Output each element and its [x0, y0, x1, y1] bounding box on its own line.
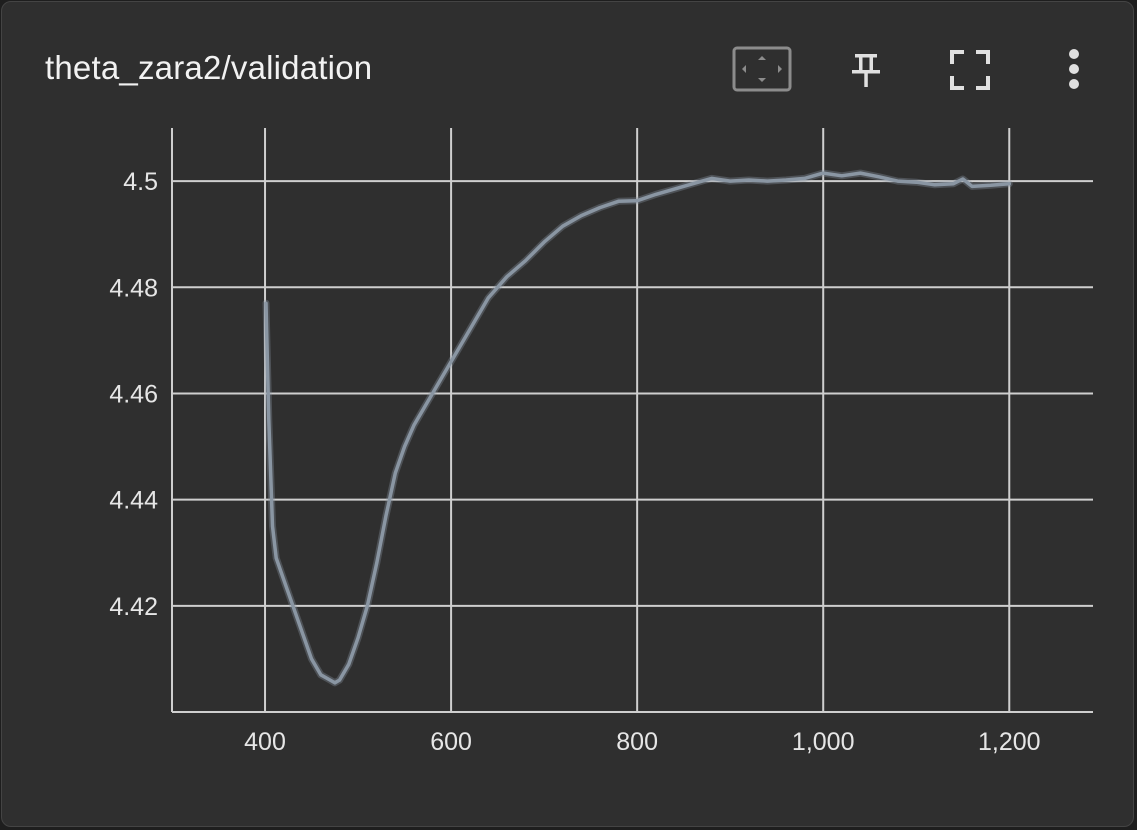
fit-to-data-icon [732, 46, 792, 92]
x-tick-label: 800 [616, 728, 658, 756]
y-tick-label: 4.5 [123, 168, 158, 196]
fullscreen-icon [950, 50, 990, 90]
series-line [264, 171, 1012, 685]
x-tick-label: 1,000 [792, 728, 855, 756]
x-tick-label: 400 [244, 728, 286, 756]
y-tick-label: 4.48 [109, 274, 158, 302]
pin-icon [852, 54, 880, 87]
y-tick-label: 4.46 [109, 380, 158, 408]
more-vert-icon [1069, 49, 1079, 89]
pin-button[interactable] [836, 46, 896, 94]
chart-axes [171, 128, 1093, 713]
x-tick-label: 1,200 [978, 728, 1041, 756]
chart-title: theta_zara2/validation [45, 49, 373, 86]
chart-grid [172, 128, 1093, 712]
more-options-button[interactable] [1044, 46, 1104, 94]
x-tick-labels: 400 600 800 1,000 1,200 [244, 728, 1040, 756]
chart-series [262, 169, 1013, 687]
fit-to-data-button[interactable] [732, 46, 792, 94]
fullscreen-button[interactable] [940, 46, 1000, 94]
y-tick-labels: 4.42 4.44 4.46 4.48 4.5 [109, 168, 158, 621]
y-tick-label: 4.42 [109, 593, 158, 621]
y-tick-label: 4.44 [109, 487, 158, 515]
x-tick-label: 600 [430, 728, 472, 756]
